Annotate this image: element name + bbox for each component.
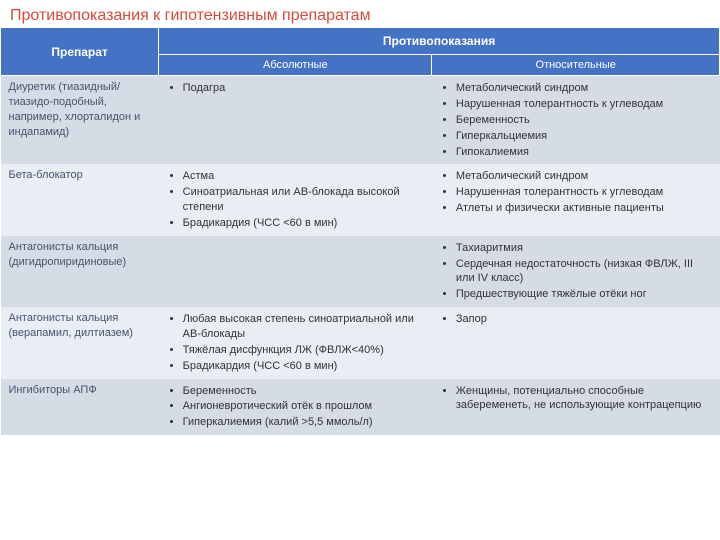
- list-item: Брадикардия (ЧСС <60 в мин): [183, 216, 426, 231]
- cell-relative: Запор: [432, 307, 720, 378]
- list-item: Ангионевротический отёк в прошлом: [183, 399, 426, 414]
- list-item: Предшествующие тяжёлые отёки ног: [456, 287, 714, 302]
- th-drug: Препарат: [1, 28, 159, 76]
- contra-table: Препарат Противопоказания Абсолютные Отн…: [0, 27, 720, 435]
- list-item: Нарушенная толерантность к углеводам: [456, 185, 714, 200]
- cell-absolute: Любая высокая степень синоатриальной или…: [159, 307, 432, 378]
- cell-relative: ТахиаритмияСердечная недостаточность (ни…: [432, 236, 720, 307]
- list-item: Запор: [456, 312, 714, 327]
- table-row: Антагонисты кальция (дигидропиридиновые)…: [1, 236, 720, 307]
- table-row: Бета-блокаторАстмаСиноатриальная или АВ-…: [1, 164, 720, 235]
- list-item: Гиперкальциемия: [456, 129, 714, 144]
- list-item: Астма: [183, 169, 426, 184]
- cell-relative: Метаболический синдромНарушенная толеран…: [432, 76, 720, 165]
- cell-relative: Женщины, потенциально способные забереме…: [432, 379, 720, 436]
- list-item: Тахиаритмия: [456, 241, 714, 256]
- list-item: Нарушенная толерантность к углеводам: [456, 97, 714, 112]
- cell-drug: Диуретик (тиазидный/тиазидо-подобный, на…: [1, 76, 159, 165]
- cell-absolute: БеременностьАнгионевротический отёк в пр…: [159, 379, 432, 436]
- cell-relative: Метаболический синдромНарушенная толеран…: [432, 164, 720, 235]
- cell-absolute: [159, 236, 432, 307]
- page-title: Противопоказания к гипотензивным препара…: [0, 0, 720, 27]
- list-item: Гиперкалиемия (калий >5,5 ммоль/л): [183, 415, 426, 430]
- cell-drug: Антагонисты кальция (верапамил, дилтиазе…: [1, 307, 159, 378]
- list-item: Подагра: [183, 81, 426, 96]
- th-contra: Противопоказания: [159, 28, 720, 55]
- list-item: Метаболический синдром: [456, 81, 714, 96]
- table-row: Ингибиторы АПФБеременностьАнгионевротиче…: [1, 379, 720, 436]
- list-item: Беременность: [183, 384, 426, 399]
- list-item: Женщины, потенциально способные забереме…: [456, 384, 714, 414]
- list-item: Сердечная недостаточность (низкая ФВЛЖ, …: [456, 257, 714, 287]
- list-item: Тяжёлая дисфункция ЛЖ (ФВЛЖ<40%): [183, 343, 426, 358]
- th-absolute: Абсолютные: [159, 55, 432, 76]
- list-item: Беременность: [456, 113, 714, 128]
- list-item: Метаболический синдром: [456, 169, 714, 184]
- table-row: Диуретик (тиазидный/тиазидо-подобный, на…: [1, 76, 720, 165]
- list-item: Брадикардия (ЧСС <60 в мин): [183, 359, 426, 374]
- cell-drug: Ингибиторы АПФ: [1, 379, 159, 436]
- cell-absolute: АстмаСиноатриальная или АВ-блокада высок…: [159, 164, 432, 235]
- list-item: Гипокалиемия: [456, 145, 714, 160]
- list-item: Атлеты и физически активные пациенты: [456, 201, 714, 216]
- cell-absolute: Подагра: [159, 76, 432, 165]
- list-item: Синоатриальная или АВ-блокада высокой ст…: [183, 185, 426, 215]
- table-body: Диуретик (тиазидный/тиазидо-подобный, на…: [1, 76, 720, 435]
- cell-drug: Бета-блокатор: [1, 164, 159, 235]
- cell-drug: Антагонисты кальция (дигидропиридиновые): [1, 236, 159, 307]
- list-item: Любая высокая степень синоатриальной или…: [183, 312, 426, 342]
- th-relative: Относительные: [432, 55, 720, 76]
- table-row: Антагонисты кальция (верапамил, дилтиазе…: [1, 307, 720, 378]
